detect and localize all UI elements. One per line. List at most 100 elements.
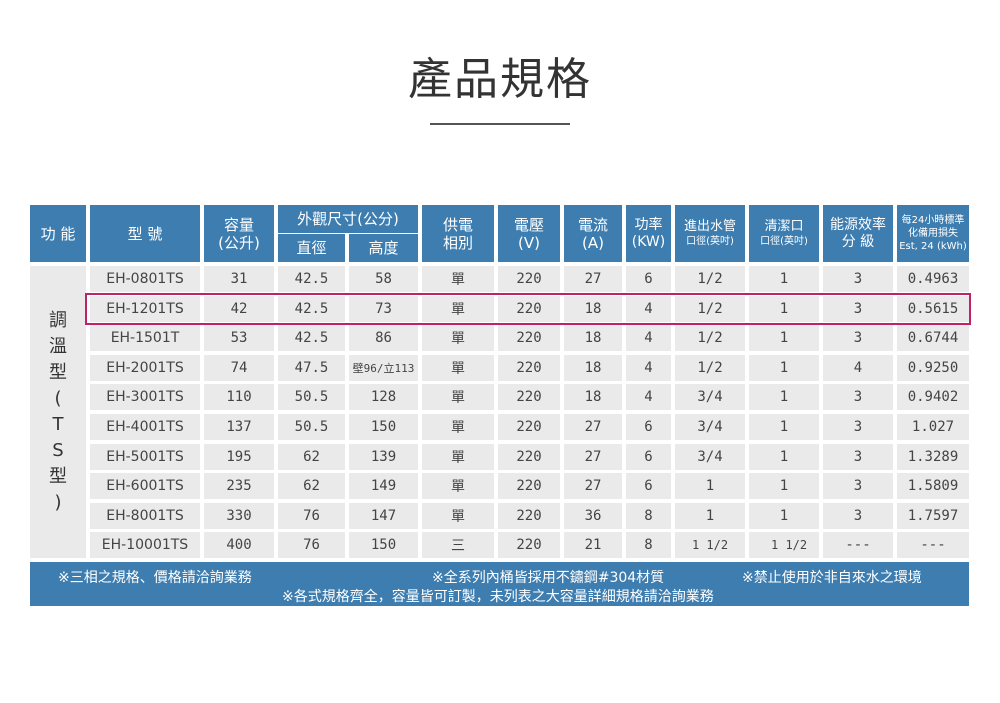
table-cell-current: 21 — [564, 532, 622, 558]
header-power-unit: (KW) — [631, 233, 666, 250]
table-cell-diameter: 42.5 — [278, 266, 345, 292]
note-water: ※禁止使用於非自來水之環境 — [742, 570, 922, 586]
table-cell-inlet: 3/4 — [675, 444, 745, 470]
header-capacity: 容量 (公升) — [204, 205, 274, 262]
table-cell-current: 36 — [564, 503, 622, 529]
table-cell-diameter: 62 — [278, 473, 345, 499]
table-cell-power: 6 — [626, 444, 671, 470]
table-cell-current: 18 — [564, 325, 622, 351]
table-cell-phase: 單 — [422, 296, 494, 322]
table-cell-phase: 單 — [422, 503, 494, 529]
table-cell-grade: 3 — [823, 414, 893, 440]
table-cell-height: 150 — [349, 414, 418, 440]
table-cell-clean: 1 — [749, 503, 819, 529]
header-cleanout-sub: 口徑(英吋) — [760, 235, 808, 247]
page-title: 產品規格 — [408, 54, 592, 105]
table-cell-phase: 單 — [422, 266, 494, 292]
table-cell-phase: 三 — [422, 532, 494, 558]
header-efficiency-sub: 分 級 — [841, 233, 875, 250]
table-cell-voltage: 220 — [498, 532, 560, 558]
table-cell-capacity: 330 — [204, 503, 274, 529]
table-cell-voltage: 220 — [498, 473, 560, 499]
table-cell-voltage: 220 — [498, 414, 560, 440]
footer-notes: ※三相之規格、價格請洽詢業務 ※全系列內桶皆採用不鏽鋼#304材質 ※禁止使用於… — [30, 562, 969, 606]
table-cell-phase: 單 — [422, 444, 494, 470]
table-cell-voltage: 220 — [498, 325, 560, 351]
header-voltage: 電壓 (V) — [498, 205, 560, 262]
table-cell-height: 147 — [349, 503, 418, 529]
table-cell-power: 6 — [626, 266, 671, 292]
note-three-phase: ※三相之規格、價格請洽詢業務 — [58, 570, 252, 586]
table-cell-capacity: 400 — [204, 532, 274, 558]
table-cell-model: EH-8001TS — [90, 503, 200, 529]
header-model: 型 號 — [90, 205, 200, 262]
table-cell-current: 27 — [564, 444, 622, 470]
table-cell-power: 8 — [626, 532, 671, 558]
header-current-unit: (A) — [582, 233, 604, 252]
table-cell-capacity: 137 — [204, 414, 274, 440]
header-current-label: 電流 — [577, 215, 608, 234]
table-cell-model: EH-6001TS — [90, 473, 200, 499]
table-cell-phase: 單 — [422, 473, 494, 499]
table-cell-voltage: 220 — [498, 503, 560, 529]
header-current: 電流 (A) — [564, 205, 622, 262]
header-efficiency-label: 能源效率 — [830, 216, 886, 233]
note-material: ※全系列內桶皆採用不鏽鋼#304材質 — [432, 570, 665, 586]
category-char: 型 — [49, 466, 67, 487]
category-char: 調 — [49, 310, 67, 331]
table-cell-grade: 4 — [823, 355, 893, 381]
table-cell-voltage: 220 — [498, 296, 560, 322]
header-inlet-label: 進出水管 — [683, 219, 736, 235]
table-cell-power: 4 — [626, 384, 671, 410]
table-cell-grade: 3 — [823, 296, 893, 322]
table-cell-loss: 1.7597 — [897, 503, 969, 529]
table-cell-clean: 1 — [749, 444, 819, 470]
table-cell-grade: 3 — [823, 444, 893, 470]
table-cell-phase: 單 — [422, 325, 494, 351]
table-cell-current: 27 — [564, 473, 622, 499]
table-cell-height: 73 — [349, 296, 418, 322]
table-cell-loss: 0.6744 — [897, 325, 969, 351]
table-cell-loss: --- — [897, 532, 969, 558]
header-efficiency: 能源效率分 級 — [823, 205, 893, 262]
header-power: 功率 (KW) — [626, 205, 671, 262]
table-cell-height: 58 — [349, 266, 418, 292]
table-cell-inlet: 3/4 — [675, 384, 745, 410]
table-cell-power: 6 — [626, 414, 671, 440]
table-cell-current: 18 — [564, 384, 622, 410]
table-cell-clean: 1 — [749, 325, 819, 351]
header-loss-line3: Est, 24 (kWh) — [899, 241, 967, 252]
header-capacity-unit: (公升) — [218, 233, 260, 252]
table-cell-inlet: 1/2 — [675, 355, 745, 381]
table-cell-inlet: 1/2 — [675, 296, 745, 322]
title-underline — [430, 123, 570, 125]
table-cell-capacity: 235 — [204, 473, 274, 499]
header-voltage-unit: (V) — [518, 233, 540, 252]
table-cell-phase: 單 — [422, 355, 494, 381]
table-cell-inlet: 1 1/2 — [675, 532, 745, 558]
table-cell-voltage: 220 — [498, 444, 560, 470]
table-cell-height: 150 — [349, 532, 418, 558]
table-cell-capacity: 195 — [204, 444, 274, 470]
table-cell-power: 4 — [626, 325, 671, 351]
header-cleanout-label: 清潔口 — [764, 219, 804, 235]
table-cell-current: 27 — [564, 266, 622, 292]
table-cell-voltage: 220 — [498, 384, 560, 410]
table-cell-inlet: 1/2 — [675, 266, 745, 292]
table-cell-clean: 1 1/2 — [749, 532, 819, 558]
table-cell-phase: 單 — [422, 384, 494, 410]
table-cell-loss: 0.9250 — [897, 355, 969, 381]
table-cell-current: 18 — [564, 296, 622, 322]
header-dimensions: 外觀尺寸(公分) — [278, 205, 418, 233]
table-cell-voltage: 220 — [498, 266, 560, 292]
table-cell-loss: 0.4963 — [897, 266, 969, 292]
table-cell-height: 壁96/立113 — [349, 355, 418, 381]
table-cell-capacity: 53 — [204, 325, 274, 351]
category-char: ( — [54, 388, 62, 409]
table-cell-capacity: 74 — [204, 355, 274, 381]
table-cell-diameter: 47.5 — [278, 355, 345, 381]
table-cell-diameter: 50.5 — [278, 414, 345, 440]
table-cell-model: EH-4001TS — [90, 414, 200, 440]
table-cell-clean: 1 — [749, 473, 819, 499]
table-cell-capacity: 110 — [204, 384, 274, 410]
